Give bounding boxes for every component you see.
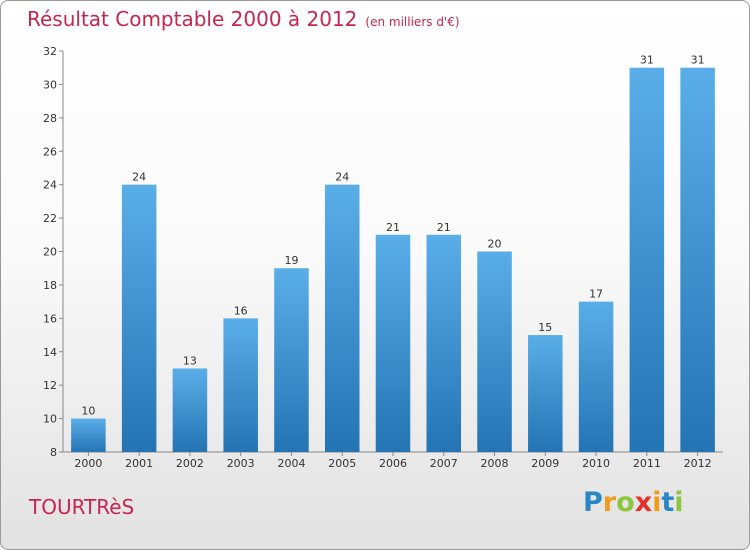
bar-2012 xyxy=(680,67,715,452)
chart-title: Résultat Comptable 2000 à 2012 xyxy=(27,7,358,31)
bar-2003 xyxy=(223,318,258,452)
logo-letter: x xyxy=(634,487,653,518)
bar-2011 xyxy=(629,67,665,452)
y-tick-label: 24 xyxy=(43,179,57,192)
x-tick-label: 2012 xyxy=(684,457,712,470)
y-tick-label: 10 xyxy=(43,413,57,426)
x-tick-label: 2001 xyxy=(125,457,153,470)
y-tick-label: 12 xyxy=(43,379,57,392)
x-axis: 2000 2001 2002 2003 2004 2005 2006 2007 2008 2009… xyxy=(63,451,723,470)
logo-letter: r xyxy=(602,487,617,518)
bar-value-label: 21 xyxy=(386,221,400,234)
bar-2005 xyxy=(324,184,360,452)
bars-group: 10 24 13 16 19 24 21 21 20 15 17 31 31 xyxy=(71,54,715,452)
bar-2002 xyxy=(172,368,208,452)
y-tick-label: 22 xyxy=(43,212,57,225)
bar-2004 xyxy=(274,268,309,452)
x-tick-label: 2008 xyxy=(481,457,509,470)
logo-letter: i xyxy=(652,487,662,518)
bar-value-label: 31 xyxy=(640,54,654,67)
y-tick-label: 28 xyxy=(43,112,57,125)
bar-2008 xyxy=(477,251,512,452)
y-tick-label: 16 xyxy=(43,312,57,325)
bar-2007 xyxy=(426,234,462,452)
x-tick-label: 2006 xyxy=(379,457,407,470)
x-tick-label: 2002 xyxy=(176,457,204,470)
bar-value-label: 21 xyxy=(437,221,451,234)
logo-letter: o xyxy=(616,487,635,518)
bar-value-label: 15 xyxy=(538,321,552,334)
bar-2001 xyxy=(121,184,157,452)
x-tick-label: 2010 xyxy=(582,457,610,470)
logo-letter: i xyxy=(674,487,684,518)
bar-2009 xyxy=(528,335,563,452)
chart-title-block: Résultat Comptable 2000 à 2012 (en millie… xyxy=(27,7,460,31)
y-tick-label: 20 xyxy=(43,246,57,259)
y-tick-label: 30 xyxy=(43,78,57,91)
bar-value-label: 13 xyxy=(183,354,197,367)
y-tick-label: 32 xyxy=(43,45,57,58)
chart-unit: (en milliers d'€) xyxy=(365,15,460,29)
bar-value-label: 19 xyxy=(284,254,298,267)
commune-name: TOURTRèS xyxy=(29,495,135,519)
y-axis: 8 10 12 14 16 18 20 22 24 26 28 30 32 xyxy=(43,45,64,459)
bar-2010 xyxy=(578,301,614,452)
logo-letter: t xyxy=(661,487,675,518)
bar-value-label: 16 xyxy=(234,304,248,317)
bar-2000 xyxy=(71,418,106,452)
bar-2006 xyxy=(375,234,411,452)
y-tick-label: 26 xyxy=(43,145,57,158)
bar-value-label: 31 xyxy=(691,54,705,67)
proxiti-logo: Proxiti xyxy=(583,487,684,518)
y-tick-label: 8 xyxy=(50,446,57,459)
y-tick-label: 14 xyxy=(43,346,57,359)
bar-value-label: 10 xyxy=(81,405,95,418)
x-tick-label: 2005 xyxy=(328,457,356,470)
x-tick-label: 2007 xyxy=(430,457,458,470)
x-tick-label: 2004 xyxy=(277,457,305,470)
bar-value-label: 17 xyxy=(589,288,603,301)
y-tick-label: 18 xyxy=(43,279,57,292)
x-tick-label: 2011 xyxy=(633,457,661,470)
x-tick-label: 2009 xyxy=(531,457,559,470)
bar-value-label: 24 xyxy=(132,171,146,184)
x-tick-label: 2003 xyxy=(227,457,255,470)
bar-value-label: 20 xyxy=(488,238,502,251)
logo-letter: P xyxy=(583,487,603,518)
x-tick-label: 2000 xyxy=(74,457,102,470)
bar-value-label: 24 xyxy=(335,171,349,184)
